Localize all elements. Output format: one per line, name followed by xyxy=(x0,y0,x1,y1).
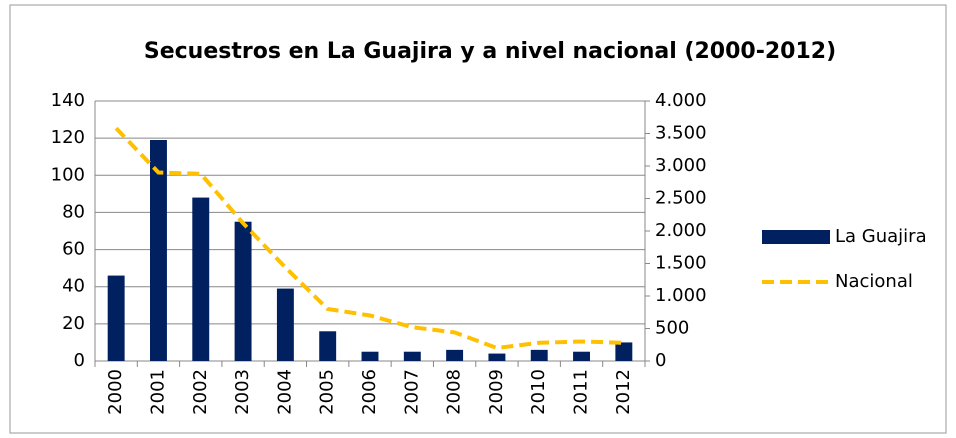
legend-label: Nacional xyxy=(835,271,913,292)
y2-tick-label: 1.000 xyxy=(655,285,707,306)
x-tick-label: 2012 xyxy=(613,369,634,415)
y2-tick-label: 2.500 xyxy=(655,188,707,209)
x-tick-label: 2005 xyxy=(317,369,338,415)
bar xyxy=(276,288,294,361)
y2-tick-label: 4.000 xyxy=(655,90,707,111)
x-tick-label: 2011 xyxy=(571,369,592,415)
bar xyxy=(446,349,464,361)
x-tick-label: 2003 xyxy=(232,369,253,415)
x-tick-label: 2007 xyxy=(401,369,422,415)
bar xyxy=(150,140,167,361)
bar xyxy=(361,351,379,361)
y2-tick-label: 0 xyxy=(655,350,666,371)
bar xyxy=(234,221,252,361)
y-tick-label: 80 xyxy=(62,201,85,222)
y2-tick-label: 3.000 xyxy=(655,155,707,176)
bar xyxy=(319,331,337,361)
y2-tick-label: 3.500 xyxy=(655,123,707,144)
line-series xyxy=(114,126,624,351)
x-tick-label: 2000 xyxy=(105,369,126,415)
y-tick-label: 0 xyxy=(74,350,85,371)
x-tick-label: 2010 xyxy=(528,369,549,415)
bar xyxy=(403,351,421,361)
legend-swatch xyxy=(762,230,830,244)
y-tick-label: 120 xyxy=(51,127,85,148)
y2-tick-label: 2.000 xyxy=(655,220,707,241)
x-tick-label: 2001 xyxy=(147,369,168,415)
x-tick-label: 2004 xyxy=(274,369,295,415)
bar xyxy=(530,349,548,361)
y-tick-label: 100 xyxy=(51,164,85,185)
y2-tick-label: 1.500 xyxy=(655,253,707,274)
x-tick-label: 2009 xyxy=(486,369,507,415)
bar xyxy=(615,342,633,361)
y-tick-label: 140 xyxy=(51,90,85,111)
bar xyxy=(573,351,590,361)
chart-title: Secuestros en La Guajira y a nivel nacio… xyxy=(144,39,836,64)
x-tick-label: 2002 xyxy=(190,369,211,415)
x-tick-label: 2008 xyxy=(444,369,465,415)
bar xyxy=(107,275,125,361)
bar xyxy=(488,353,506,361)
y-tick-label: 60 xyxy=(62,239,85,260)
x-tick-label: 2006 xyxy=(359,369,380,415)
legend-label: La Guajira xyxy=(835,226,927,247)
y2-tick-label: 500 xyxy=(655,318,689,339)
bar xyxy=(192,197,210,361)
y-tick-label: 20 xyxy=(62,313,85,334)
y-tick-label: 40 xyxy=(62,276,85,297)
